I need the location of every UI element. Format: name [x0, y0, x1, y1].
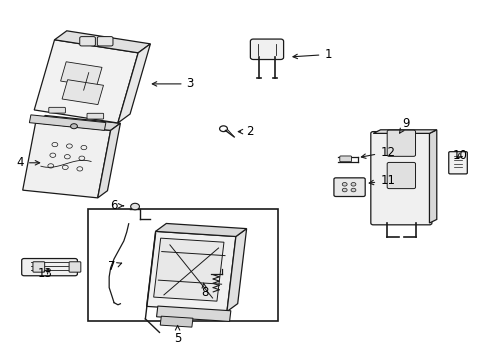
Polygon shape — [23, 123, 111, 198]
Polygon shape — [227, 229, 246, 311]
FancyBboxPatch shape — [340, 156, 351, 162]
Polygon shape — [36, 116, 121, 130]
Polygon shape — [118, 44, 150, 123]
Circle shape — [351, 183, 356, 186]
Polygon shape — [61, 62, 102, 87]
Polygon shape — [98, 123, 121, 198]
FancyBboxPatch shape — [449, 152, 467, 174]
FancyBboxPatch shape — [49, 107, 65, 113]
Text: 12: 12 — [361, 145, 395, 158]
Polygon shape — [62, 80, 103, 105]
FancyBboxPatch shape — [80, 37, 96, 46]
FancyBboxPatch shape — [334, 178, 365, 197]
FancyBboxPatch shape — [371, 132, 432, 225]
Circle shape — [342, 188, 347, 192]
FancyBboxPatch shape — [69, 262, 81, 272]
FancyBboxPatch shape — [87, 113, 103, 119]
Text: 9: 9 — [399, 117, 410, 133]
FancyBboxPatch shape — [387, 162, 416, 189]
Text: 4: 4 — [17, 156, 40, 169]
Circle shape — [342, 183, 347, 186]
Text: 1: 1 — [293, 48, 332, 61]
Bar — [88, 210, 278, 320]
Text: 13: 13 — [37, 267, 52, 280]
Polygon shape — [154, 238, 224, 301]
Polygon shape — [429, 130, 437, 223]
Polygon shape — [29, 115, 106, 130]
Text: 7: 7 — [108, 260, 122, 273]
Polygon shape — [34, 40, 138, 123]
FancyBboxPatch shape — [33, 262, 45, 272]
Polygon shape — [54, 31, 150, 53]
Polygon shape — [155, 224, 246, 237]
FancyBboxPatch shape — [98, 37, 113, 46]
FancyBboxPatch shape — [250, 39, 284, 59]
Circle shape — [131, 203, 140, 210]
FancyBboxPatch shape — [22, 258, 77, 276]
Polygon shape — [373, 130, 437, 134]
Text: 8: 8 — [201, 283, 209, 300]
Circle shape — [71, 124, 77, 129]
Polygon shape — [160, 316, 193, 327]
Polygon shape — [156, 306, 231, 321]
FancyBboxPatch shape — [387, 130, 416, 156]
Text: 3: 3 — [152, 77, 194, 90]
Text: 6: 6 — [110, 199, 123, 212]
Text: 10: 10 — [453, 149, 467, 162]
Text: 5: 5 — [174, 326, 181, 345]
Text: 11: 11 — [369, 174, 395, 187]
Circle shape — [351, 188, 356, 192]
Text: 2: 2 — [238, 125, 254, 138]
Polygon shape — [147, 231, 236, 311]
